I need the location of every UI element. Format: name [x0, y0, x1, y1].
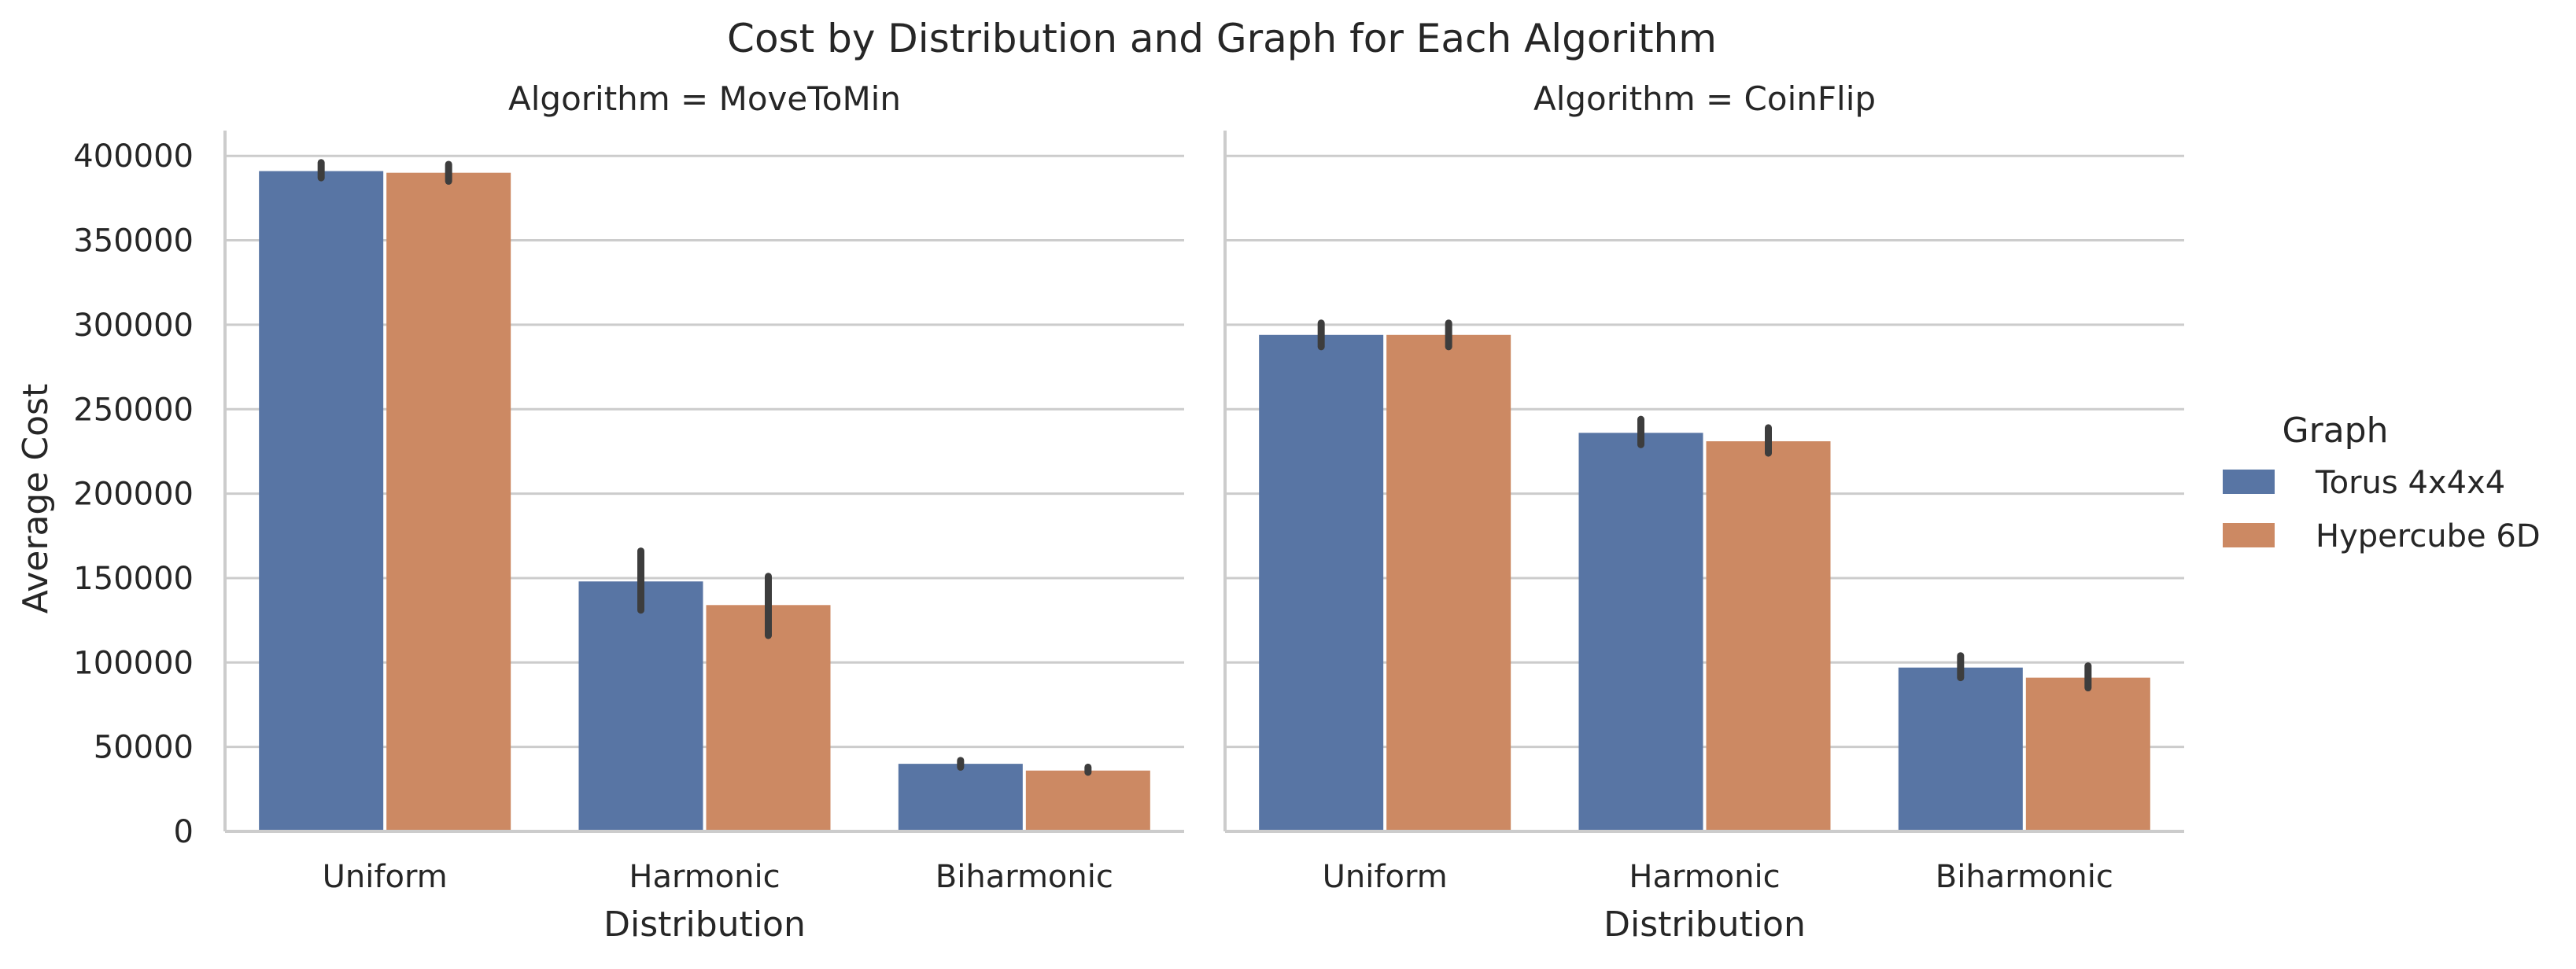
y-tick-label-2: 100000 [73, 645, 194, 681]
bar-0-0-1 [386, 172, 511, 832]
x-axis-label-0: Distribution [603, 905, 806, 945]
bar-1-0-1 [1386, 334, 1511, 832]
bar-0-1-0 [578, 581, 703, 831]
legend-swatch-torus [2223, 470, 2275, 494]
bar-1-0-0 [1259, 334, 1384, 832]
panels: Algorithm = MoveToMin Uniform Harmonic Biha… [73, 79, 2184, 945]
x-tick-label-1-0: Uniform [1323, 859, 1448, 895]
bar-0-0-0 [259, 171, 384, 831]
y-tick-label-0: 0 [174, 814, 194, 850]
bar-1-2-1 [2025, 677, 2150, 831]
x-tick-label-1-2: Biharmonic [1936, 859, 2113, 895]
bar-1-2-0 [1898, 667, 2023, 831]
y-tick-label-6: 300000 [73, 308, 194, 344]
chart-title: Cost by Distribution and Graph for Each … [727, 16, 1717, 61]
x-tick-label-0-0: Uniform [323, 859, 448, 895]
panel-title-0: Algorithm = MoveToMin [508, 79, 901, 118]
legend: Graph Torus 4x4x4 Hypercube 6D [2223, 411, 2541, 555]
y-tick-label-1: 50000 [94, 730, 194, 766]
bar-1-1-1 [1706, 441, 1831, 831]
y-tick-label-5: 250000 [73, 392, 194, 428]
panel-title-1: Algorithm = CoinFlip [1533, 79, 1876, 118]
bar-0-1-1 [706, 605, 831, 831]
bar-1-1-0 [1578, 433, 1703, 831]
x-tick-label-0-1: Harmonic [629, 859, 780, 895]
y-tick-label-8: 400000 [73, 138, 194, 175]
panel-1: Algorithm = CoinFlip Uniform Harmonic Bihar… [1223, 79, 2184, 945]
y-axis-label: Average Cost [16, 384, 56, 614]
y-tick-label-3: 150000 [73, 561, 194, 597]
panel-0: Algorithm = MoveToMin Uniform Harmonic Biha… [73, 79, 1184, 945]
x-tick-label-0-2: Biharmonic [936, 859, 1113, 895]
x-axis-label-1: Distribution [1604, 905, 1806, 945]
y-tick-label-4: 200000 [73, 477, 194, 513]
bar-0-2-0 [898, 764, 1023, 831]
legend-title: Graph [2283, 411, 2389, 451]
legend-swatch-hypercube [2223, 523, 2275, 547]
x-tick-label-1-1: Harmonic [1629, 859, 1780, 895]
legend-label-hypercube: Hypercube 6D [2316, 518, 2541, 555]
bar-0-2-1 [1025, 770, 1150, 831]
y-tick-label-7: 350000 [73, 223, 194, 260]
legend-label-torus: Torus 4x4x4 [2315, 465, 2505, 501]
